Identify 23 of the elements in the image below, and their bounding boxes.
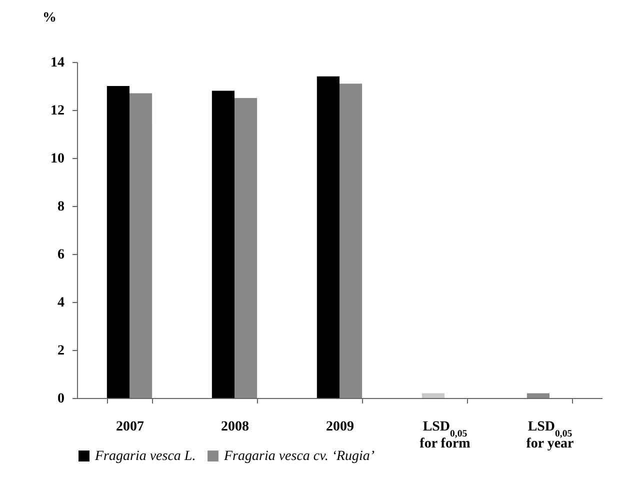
y-tick-label: 6	[58, 248, 64, 262]
bar	[340, 84, 362, 398]
y-tick-label: 12	[50, 104, 64, 118]
bar	[212, 90, 234, 398]
bar	[422, 393, 444, 398]
bar	[106, 86, 130, 398]
x-tick-label: 2007	[116, 420, 144, 434]
x-tick-label: 2009	[326, 420, 354, 434]
y-tick-label: 2	[58, 344, 64, 358]
y-tick-label: 4	[58, 296, 64, 310]
legend-label: Fragaria vesca cv. ‘Rugia’	[223, 449, 375, 464]
y-tick-label: 14	[50, 56, 64, 70]
y-axis-title: %	[42, 10, 56, 26]
legend-label: Fragaria vesca L.	[94, 449, 196, 464]
x-tick-label: LSD$_{0,05}$ for year	[526, 420, 574, 452]
y-tick-label: 8	[58, 200, 64, 214]
bar	[234, 98, 258, 398]
y-tick-label: 0	[58, 392, 64, 406]
bar	[316, 76, 340, 398]
y-tick-label: 10	[50, 152, 64, 166]
x-tick-label: 2008	[221, 420, 249, 434]
x-tick-label: LSD$_{0,05}$ for form	[420, 420, 471, 452]
bar	[130, 93, 152, 398]
